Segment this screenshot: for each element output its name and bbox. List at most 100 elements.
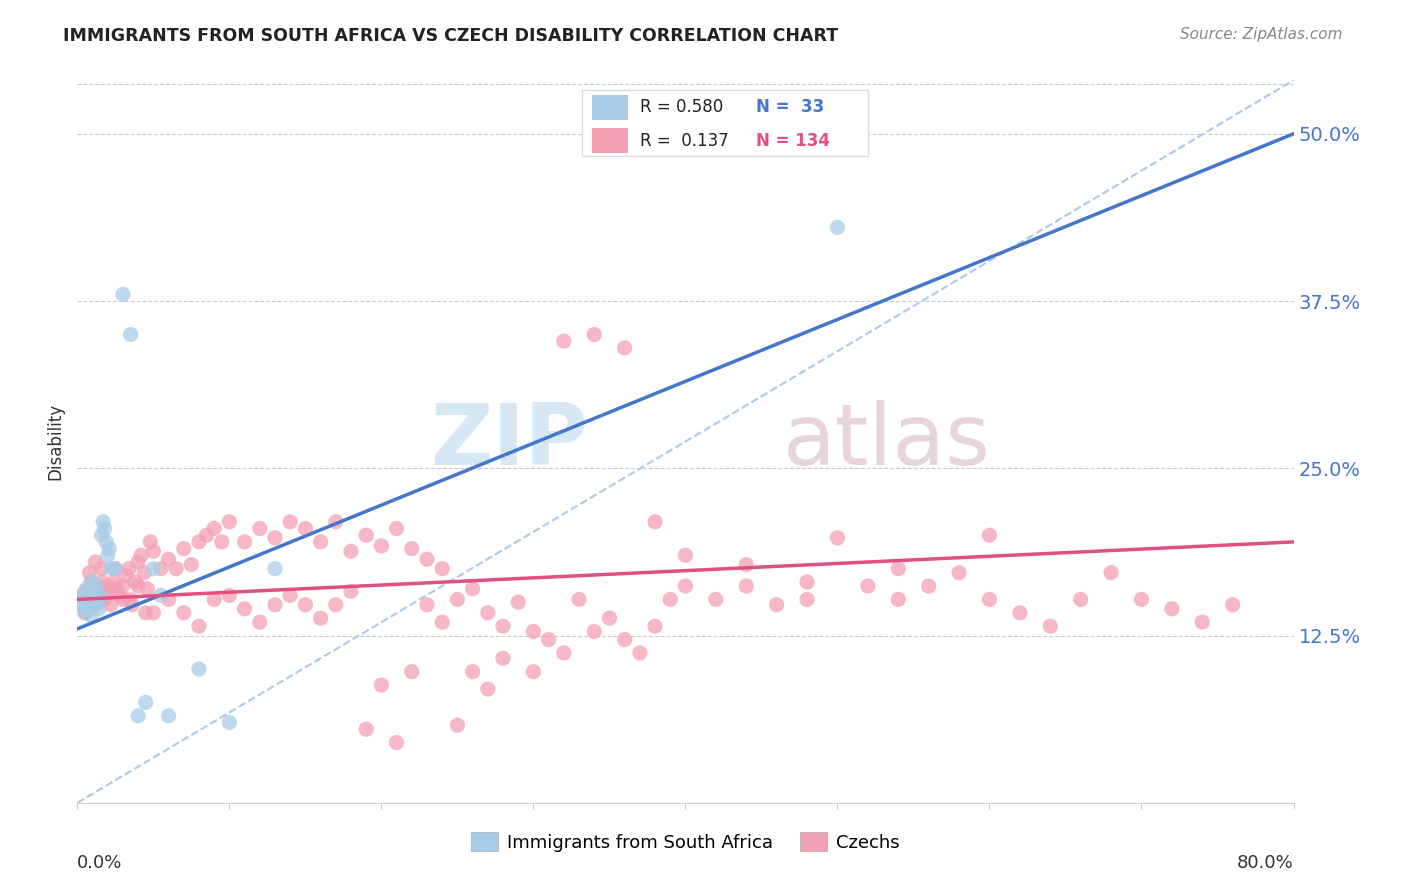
- Point: [120, 327, 142, 342]
- Point: [522, 665, 544, 679]
- Point: [142, 562, 165, 576]
- Point: [111, 287, 134, 301]
- Point: [979, 592, 1001, 607]
- Text: 0.0%: 0.0%: [77, 854, 122, 871]
- Point: [218, 515, 240, 529]
- Point: [70, 598, 93, 612]
- Text: R =  0.137: R = 0.137: [640, 132, 730, 150]
- Point: [149, 562, 172, 576]
- Point: [72, 589, 94, 603]
- Point: [97, 579, 120, 593]
- Point: [97, 548, 120, 563]
- Point: [979, 528, 1001, 542]
- FancyBboxPatch shape: [592, 128, 628, 153]
- Text: atlas: atlas: [783, 400, 991, 483]
- Point: [70, 598, 93, 612]
- Point: [249, 615, 271, 630]
- Point: [84, 555, 107, 569]
- Point: [735, 558, 758, 572]
- Point: [294, 598, 316, 612]
- Point: [135, 696, 157, 710]
- Point: [477, 606, 499, 620]
- Point: [325, 515, 347, 529]
- Point: [80, 575, 103, 590]
- Point: [598, 611, 620, 625]
- FancyBboxPatch shape: [592, 95, 628, 120]
- Point: [111, 592, 134, 607]
- Point: [675, 579, 697, 593]
- Point: [75, 584, 97, 599]
- Point: [461, 665, 484, 679]
- Point: [136, 582, 159, 596]
- Point: [430, 562, 453, 576]
- FancyBboxPatch shape: [582, 90, 868, 156]
- Point: [180, 558, 202, 572]
- Point: [188, 662, 211, 676]
- Point: [827, 220, 849, 235]
- Point: [79, 602, 101, 616]
- Text: IMMIGRANTS FROM SOUTH AFRICA VS CZECH DISABILITY CORRELATION CHART: IMMIGRANTS FROM SOUTH AFRICA VS CZECH DI…: [63, 27, 838, 45]
- Point: [796, 592, 818, 607]
- Point: [628, 646, 651, 660]
- Point: [416, 598, 439, 612]
- Point: [142, 606, 165, 620]
- Point: [188, 534, 211, 549]
- Point: [77, 602, 100, 616]
- Point: [104, 562, 127, 576]
- Point: [385, 735, 408, 749]
- Point: [86, 595, 108, 609]
- Legend: Immigrants from South Africa, Czechs: Immigrants from South Africa, Czechs: [464, 825, 907, 859]
- Text: R = 0.580: R = 0.580: [640, 98, 724, 116]
- Point: [188, 619, 211, 633]
- Point: [135, 606, 157, 620]
- Point: [124, 575, 146, 590]
- Point: [89, 589, 111, 603]
- Point: [1008, 606, 1031, 620]
- Point: [87, 589, 110, 603]
- Point: [249, 521, 271, 535]
- Point: [675, 548, 697, 563]
- Point: [613, 632, 636, 647]
- Point: [83, 589, 105, 603]
- Point: [79, 584, 101, 599]
- Point: [354, 528, 377, 542]
- Point: [127, 579, 149, 593]
- Point: [583, 327, 606, 342]
- Point: [97, 582, 120, 596]
- Point: [537, 632, 560, 647]
- Point: [887, 592, 910, 607]
- Point: [202, 592, 225, 607]
- Text: 80.0%: 80.0%: [1237, 854, 1294, 871]
- Point: [704, 592, 727, 607]
- Point: [82, 575, 104, 590]
- Point: [309, 611, 332, 625]
- Point: [218, 715, 240, 730]
- Point: [325, 598, 347, 612]
- Point: [765, 598, 787, 612]
- Point: [796, 575, 818, 590]
- Point: [370, 678, 392, 692]
- Point: [93, 521, 115, 535]
- Point: [104, 562, 127, 576]
- Point: [416, 552, 439, 566]
- Point: [127, 555, 149, 569]
- Point: [149, 589, 172, 603]
- Point: [948, 566, 970, 580]
- Point: [264, 562, 287, 576]
- Point: [202, 521, 225, 535]
- Point: [134, 566, 156, 580]
- Point: [918, 579, 941, 593]
- Point: [233, 534, 256, 549]
- Point: [72, 592, 94, 607]
- Point: [294, 521, 316, 535]
- Point: [100, 598, 122, 612]
- Point: [856, 579, 879, 593]
- Point: [127, 708, 149, 723]
- Point: [83, 582, 105, 596]
- Point: [340, 584, 363, 599]
- Point: [568, 592, 591, 607]
- Point: [401, 665, 423, 679]
- Point: [613, 341, 636, 355]
- Point: [84, 598, 107, 612]
- Point: [583, 624, 606, 639]
